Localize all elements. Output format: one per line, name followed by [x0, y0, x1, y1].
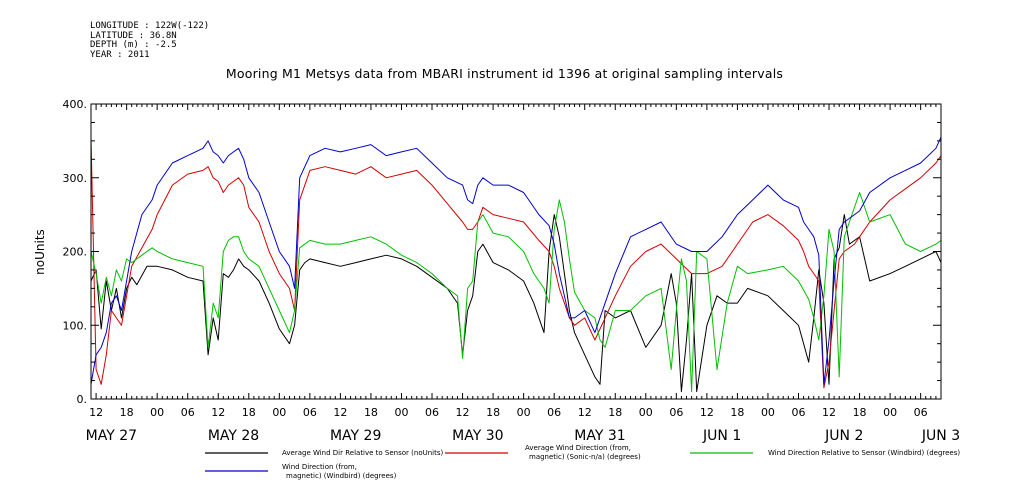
x-tick-label: 18	[608, 406, 622, 419]
year-label: YEAR : 2011	[90, 49, 150, 60]
x-tick-label: 00	[150, 406, 164, 419]
y-tick-label: 0.	[77, 393, 88, 406]
day-label: JUN 2	[824, 428, 863, 444]
latitude-label: LATITUDE : 36.8N	[90, 30, 177, 41]
x-tick-label: 12	[333, 406, 347, 419]
depth-label: DEPTH (m) : -2.5	[90, 40, 177, 50]
y-tick-label: 100.	[63, 319, 88, 332]
x-tick-label: 00	[517, 406, 531, 419]
legend-entry: Wind Direction (from, magnetic) (Windbird…	[282, 463, 397, 480]
day-label: JUN 1	[702, 428, 741, 444]
y-tick-label: 300.	[63, 172, 88, 185]
x-tick-label: 18	[486, 406, 500, 419]
x-tick-label: 06	[791, 406, 805, 419]
day-label: MAY 29	[330, 428, 381, 444]
x-tick-label: 06	[425, 406, 439, 419]
x-tick-label: 12	[211, 406, 225, 419]
day-label: MAY 30	[452, 428, 503, 444]
x-tick-label: 12	[456, 406, 470, 419]
legend-entry: Average Wind Direction (from, magnetic) (…	[525, 444, 641, 461]
series-line-2	[91, 137, 941, 389]
series-line-4	[91, 136, 941, 385]
legend: Average Wind Dir Relative to Sensor (noU…	[205, 444, 960, 480]
y-tick-label: 400.	[63, 98, 88, 111]
x-tick-label: 06	[669, 406, 683, 419]
series-line-1	[91, 214, 941, 393]
day-label: JUN 3	[921, 428, 960, 444]
x-tick-label: 00	[394, 406, 408, 419]
x-tick-label: 06	[547, 406, 561, 419]
x-tick-label: 12	[578, 406, 592, 419]
x-tick-label: 00	[761, 406, 775, 419]
day-label: MAY 27	[86, 428, 137, 444]
chart-title: Mooring M1 Metsys data from MBARI instru…	[225, 66, 784, 81]
x-tick-label: 18	[730, 406, 744, 419]
legend-entry: Average Wind Dir Relative to Sensor (noU…	[282, 449, 443, 457]
x-tick-label: 18	[242, 406, 256, 419]
metadata-block: LONGITUDE : 122W(-122) LATITUDE : 36.8N …	[90, 21, 210, 60]
y-tick-label: 200.	[63, 246, 88, 259]
x-tick-label: 06	[303, 406, 317, 419]
x-tick-label: 06	[181, 406, 195, 419]
x-tick-label: 06	[914, 406, 928, 419]
y-axis-label: noUnits	[33, 229, 47, 275]
x-tick-label: 12	[700, 406, 714, 419]
x-tick-label: 00	[883, 406, 897, 419]
x-tick-label: 00	[639, 406, 653, 419]
x-tick-label: 18	[120, 406, 134, 419]
x-tick-label: 12	[822, 406, 836, 419]
x-tick-label: 12	[89, 406, 103, 419]
day-label: MAY 31	[574, 428, 625, 444]
x-tick-label: 18	[364, 406, 378, 419]
day-label: MAY 28	[208, 428, 259, 444]
legend-entry: Wind Direction Relative to Sensor (Windb…	[768, 449, 960, 457]
series-line-3	[91, 192, 941, 393]
x-tick-label: 00	[272, 406, 286, 419]
plot-frame	[90, 103, 942, 400]
longitude-label: LONGITUDE : 122W(-122)	[90, 21, 210, 31]
x-tick-label: 18	[853, 406, 867, 419]
